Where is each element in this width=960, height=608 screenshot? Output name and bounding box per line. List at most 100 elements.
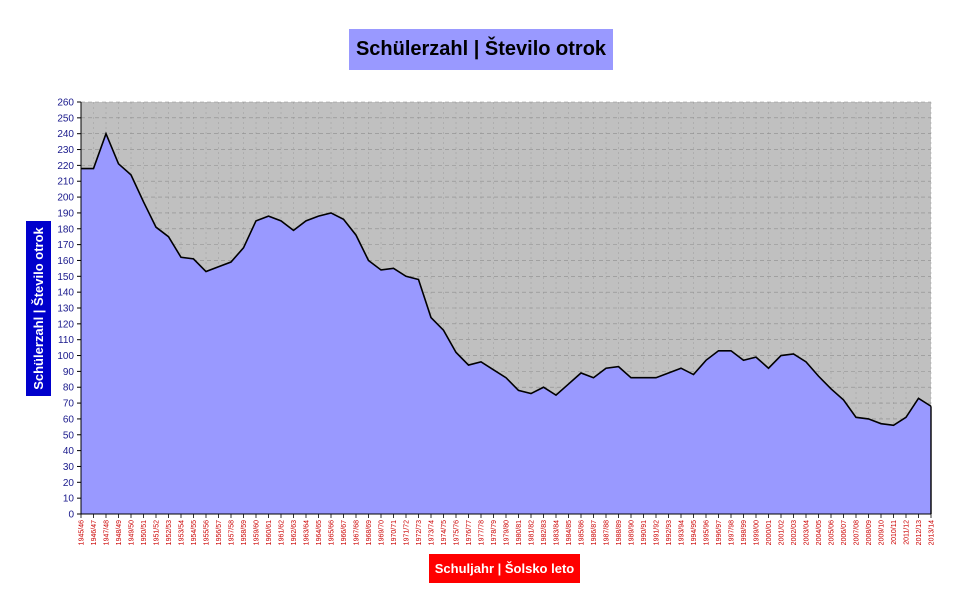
x-tick-label: 1970/71	[391, 520, 398, 545]
x-tick-labels: 1945/46 1946/47 1947/48 1948/49 1949/50 1950/…	[79, 514, 936, 545]
x-tick-label: 1946/47	[91, 520, 98, 545]
y-tick-label: 240	[57, 129, 74, 140]
x-tick-label: 2010/11	[891, 520, 898, 545]
x-tick-label: 1949/50	[129, 520, 136, 545]
y-tick-label: 220	[57, 161, 74, 172]
y-tick-label: 100	[57, 351, 74, 362]
x-tick-label: 1979/80	[504, 520, 511, 545]
x-tick-label: 1963/64	[304, 520, 311, 545]
x-tick-label: 2007/08	[854, 520, 861, 545]
x-tick-label: 1986/87	[591, 520, 598, 545]
area-fill	[81, 133, 931, 514]
x-tick-label: 1989/90	[629, 520, 636, 545]
x-tick-label: 1988/89	[616, 520, 623, 545]
x-tick-label: 1993/94	[679, 520, 686, 545]
x-tick-label: 1990/91	[641, 520, 648, 545]
y-tick-label: 110	[58, 335, 74, 346]
y-tick-label: 150	[57, 272, 74, 283]
x-tick-label: 1971/72	[404, 520, 411, 545]
x-tick-label: 1948/49	[116, 520, 123, 545]
y-tick-label: 20	[63, 478, 75, 489]
x-tick-label: 1995/96	[704, 520, 711, 545]
y-tick-label: 60	[63, 414, 75, 425]
x-tick-label: 1957/58	[229, 520, 236, 545]
x-tick-label: 1981/82	[529, 520, 536, 545]
x-tick-label: 1953/54	[179, 520, 186, 545]
x-tick-label: 1945/46	[79, 520, 86, 545]
x-tick-label: 1974/75	[441, 520, 448, 545]
y-tick-label: 190	[57, 208, 74, 219]
y-tick-label: 250	[57, 113, 74, 124]
y-tick-label: 80	[63, 383, 75, 394]
x-tick-label: 1972/73	[416, 520, 423, 545]
x-tick-label: 1978/79	[491, 520, 498, 545]
y-tick-label: 0	[68, 510, 74, 521]
y-tick-label: 170	[57, 240, 74, 251]
x-tick-label: 1967/68	[354, 520, 361, 545]
x-tick-label: 2006/07	[841, 520, 848, 545]
x-tick-label: 1955/56	[204, 520, 211, 545]
x-tick-label: 1983/84	[554, 520, 561, 545]
x-tick-label: 1954/55	[191, 520, 198, 545]
x-tick-label: 1994/95	[691, 520, 698, 545]
x-tick-label: 1982/83	[541, 520, 548, 545]
chart-title: Schülerzahl | Število otrok	[349, 29, 613, 70]
x-tick-label: 1961/62	[279, 520, 286, 545]
x-tick-label: 2004/05	[816, 520, 823, 545]
y-tick-label: 130	[57, 304, 74, 315]
x-tick-label: 2005/06	[829, 520, 836, 545]
x-tick-label: 2001/02	[779, 520, 786, 545]
x-tick-label: 1984/85	[566, 520, 573, 545]
y-tick-label: 40	[63, 446, 75, 457]
x-tick-label: 1968/69	[366, 520, 373, 545]
x-tick-label: 1980/81	[516, 520, 523, 545]
x-tick-label: 1956/57	[216, 520, 223, 545]
y-tick-label: 10	[63, 494, 75, 505]
y-tick-label: 200	[57, 193, 74, 204]
x-tick-label: 2012/13	[916, 520, 923, 545]
y-tick-label: 120	[57, 319, 74, 330]
x-tick-label: 1969/70	[379, 520, 386, 545]
x-tick-label: 1991/92	[654, 520, 661, 545]
y-tick-label: 260	[57, 98, 74, 109]
x-tick-label: 2011/12	[904, 520, 911, 545]
x-tick-label: 1965/66	[329, 520, 336, 545]
x-tick-label: 1962/63	[291, 520, 298, 545]
x-tick-label: 1997/98	[729, 520, 736, 545]
y-tick-label: 90	[63, 367, 75, 378]
x-tick-label: 1985/86	[579, 520, 586, 545]
x-tick-label: 1964/65	[316, 520, 323, 545]
series-line	[81, 131, 932, 427]
x-tick-label: 1976/77	[466, 520, 473, 545]
x-tick-label: 1951/52	[154, 520, 161, 545]
x-tick-label: 1966/67	[341, 520, 348, 545]
y-tick-label: 230	[57, 145, 74, 156]
x-tick-label: 1975/76	[454, 520, 461, 545]
x-tick-label: 1959/60	[254, 520, 261, 545]
x-tick-label: 1987/88	[604, 520, 611, 545]
x-tick-label: 1960/61	[266, 520, 273, 545]
x-tick-label: 1977/78	[479, 520, 486, 545]
x-tick-label: 2008/09	[866, 520, 873, 545]
x-tick-label: 1999/00	[754, 520, 761, 545]
y-tick-labels: 0 10 20 30 40 50 60 70 80 90 100 110 120 130 140 150 160…	[57, 98, 81, 521]
y-axis-title: Schülerzahl | Število otrok	[26, 221, 51, 396]
x-tick-label: 1947/48	[104, 520, 111, 545]
x-tick-label: 2000/01	[766, 520, 773, 545]
x-tick-label: 1992/93	[666, 520, 673, 545]
y-tick-label: 180	[57, 224, 74, 235]
x-tick-label: 1958/59	[241, 520, 248, 545]
x-tick-label: 1973/74	[429, 520, 436, 545]
x-tick-label: 1996/97	[716, 520, 723, 545]
x-tick-label: 2002/03	[791, 520, 798, 545]
y-tick-label: 210	[57, 177, 74, 188]
x-tick-label: 2013/14	[929, 520, 936, 545]
x-tick-label: 2003/04	[804, 520, 811, 545]
y-tick-label: 160	[57, 256, 74, 267]
y-tick-label: 50	[63, 430, 75, 441]
x-tick-label: 1950/51	[141, 520, 148, 545]
x-axis-title: Schuljahr | Šolsko leto	[429, 554, 580, 583]
y-tick-label: 140	[57, 288, 74, 299]
y-tick-label: 30	[63, 462, 75, 473]
